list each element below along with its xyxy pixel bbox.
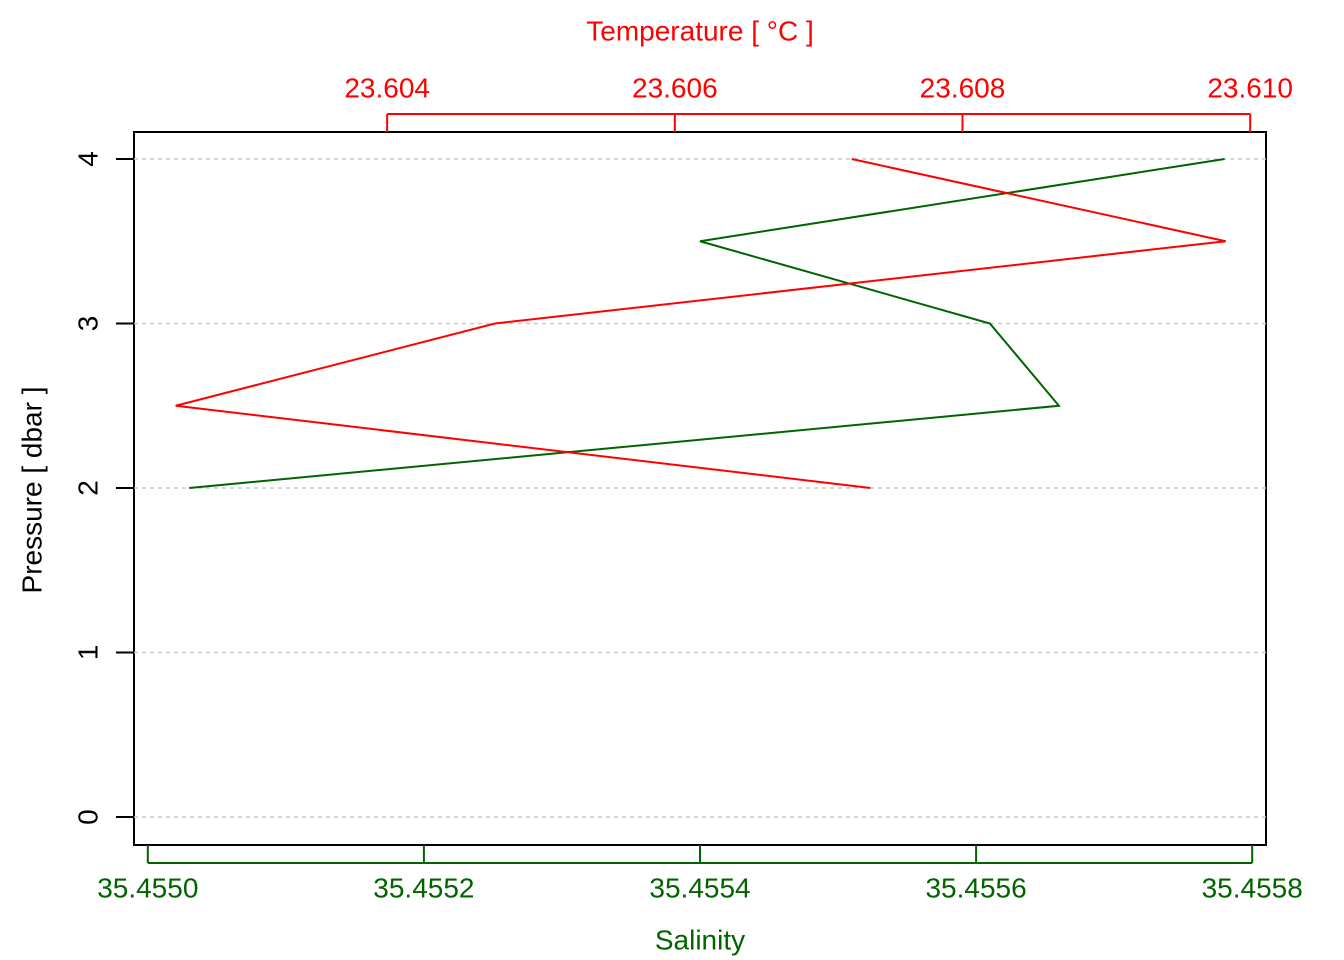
x-tick-label: 35.4552 — [373, 872, 474, 903]
x-tick-label: 35.4554 — [649, 872, 750, 903]
x-tick-label: 35.4556 — [925, 872, 1026, 903]
profile-line — [189, 157, 1225, 490]
x2-tick-label: 23.608 — [920, 72, 1006, 103]
x2-tick-label: 23.604 — [344, 72, 430, 103]
y-tick-label: 1 — [72, 645, 103, 661]
x2-tick-label: 23.610 — [1207, 72, 1293, 103]
profile-line — [175, 158, 1226, 489]
x-axis-label: Salinity — [655, 924, 745, 955]
y-tick-label: 3 — [72, 316, 103, 332]
y-axis-label: Pressure [ dbar ] — [16, 387, 47, 594]
y-tick-label: 2 — [72, 480, 103, 496]
x2-axis-label: Temperature [ °C ] — [586, 15, 814, 46]
y-tick-label: 4 — [72, 151, 103, 167]
x2-tick-label: 23.606 — [632, 72, 718, 103]
x-tick-label: 35.4558 — [1202, 872, 1303, 903]
x-tick-label: 35.4550 — [97, 872, 198, 903]
y-tick-label: 0 — [72, 809, 103, 825]
